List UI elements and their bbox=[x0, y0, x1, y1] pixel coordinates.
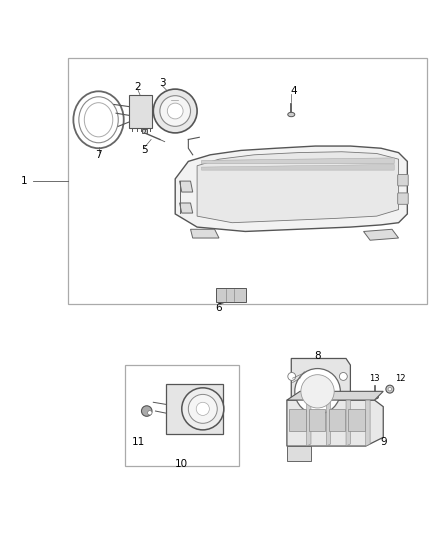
Polygon shape bbox=[180, 181, 193, 192]
Polygon shape bbox=[307, 400, 311, 446]
Polygon shape bbox=[197, 152, 399, 223]
Polygon shape bbox=[291, 359, 350, 415]
Circle shape bbox=[386, 385, 394, 393]
Text: 4: 4 bbox=[290, 86, 297, 96]
Text: 10: 10 bbox=[175, 458, 188, 469]
FancyBboxPatch shape bbox=[398, 193, 408, 204]
Polygon shape bbox=[175, 146, 407, 231]
Circle shape bbox=[153, 89, 197, 133]
Text: 7: 7 bbox=[95, 150, 102, 160]
Polygon shape bbox=[287, 400, 383, 446]
Bar bbox=[289, 409, 306, 431]
Circle shape bbox=[196, 402, 209, 415]
Text: 13: 13 bbox=[369, 374, 380, 383]
Circle shape bbox=[160, 96, 191, 126]
Text: 1: 1 bbox=[21, 176, 28, 186]
Polygon shape bbox=[287, 446, 311, 462]
Bar bbox=[166, 384, 223, 434]
Circle shape bbox=[314, 417, 321, 425]
Text: 3: 3 bbox=[159, 77, 166, 87]
Polygon shape bbox=[346, 400, 350, 446]
Circle shape bbox=[288, 373, 296, 381]
FancyBboxPatch shape bbox=[398, 174, 408, 186]
Polygon shape bbox=[191, 229, 219, 238]
Polygon shape bbox=[201, 165, 394, 170]
Bar bbox=[348, 409, 365, 431]
Polygon shape bbox=[180, 203, 193, 213]
Text: 9: 9 bbox=[380, 437, 387, 447]
Text: 6: 6 bbox=[215, 303, 223, 313]
Circle shape bbox=[388, 387, 392, 391]
Ellipse shape bbox=[288, 112, 295, 117]
Polygon shape bbox=[364, 229, 399, 240]
Text: 8: 8 bbox=[314, 351, 321, 361]
Circle shape bbox=[301, 375, 334, 408]
Bar bbox=[309, 409, 325, 431]
Polygon shape bbox=[326, 400, 331, 446]
Circle shape bbox=[148, 410, 152, 415]
Circle shape bbox=[339, 373, 347, 381]
Bar bbox=[68, 59, 427, 304]
Circle shape bbox=[141, 406, 152, 416]
Circle shape bbox=[295, 368, 340, 414]
Bar bbox=[328, 409, 345, 431]
Bar bbox=[125, 365, 239, 466]
Polygon shape bbox=[201, 158, 394, 164]
Text: 12: 12 bbox=[396, 374, 406, 383]
Bar bbox=[142, 130, 147, 133]
Circle shape bbox=[188, 394, 217, 423]
Text: 5: 5 bbox=[141, 146, 148, 156]
FancyBboxPatch shape bbox=[216, 287, 246, 302]
Polygon shape bbox=[366, 400, 370, 446]
Circle shape bbox=[182, 388, 224, 430]
Ellipse shape bbox=[372, 395, 378, 399]
Text: 11: 11 bbox=[131, 437, 145, 447]
Bar bbox=[129, 95, 152, 128]
Circle shape bbox=[167, 103, 183, 119]
Text: 2: 2 bbox=[134, 82, 141, 92]
Polygon shape bbox=[287, 391, 383, 400]
